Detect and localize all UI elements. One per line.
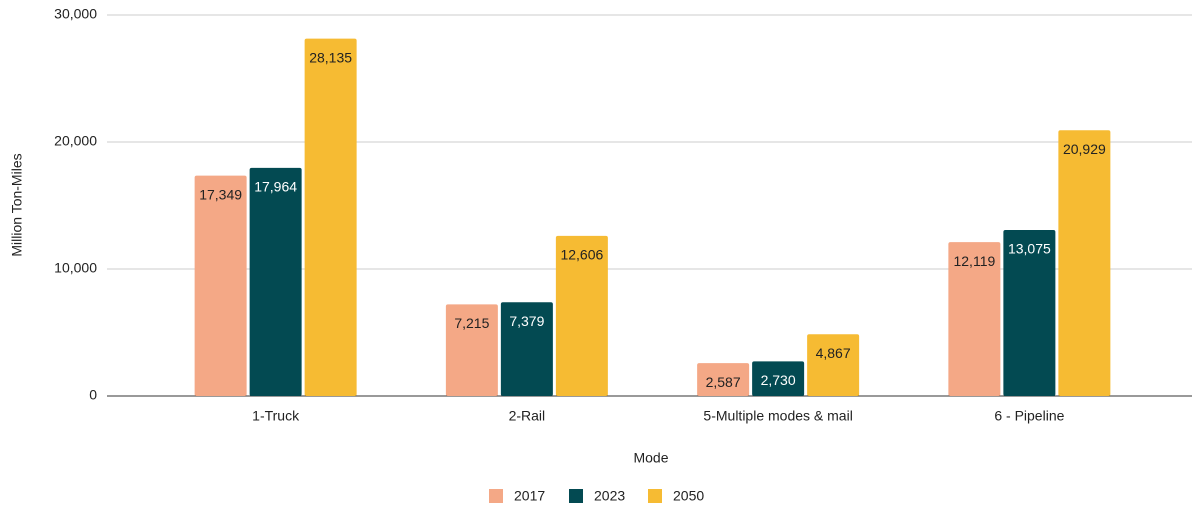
- x-axis-title: Mode: [633, 450, 668, 466]
- value-label: 12,606: [560, 247, 603, 263]
- value-label: 4,867: [816, 345, 851, 361]
- bar: [194, 175, 247, 396]
- legend-swatch: [648, 489, 662, 503]
- value-label: 28,135: [309, 49, 352, 65]
- x-tick-label: 6 - Pipeline: [994, 408, 1064, 424]
- value-label: 13,075: [1008, 241, 1051, 257]
- bar: [500, 302, 553, 396]
- value-label: 12,119: [953, 253, 995, 269]
- x-tick-label: 2-Rail: [509, 408, 546, 424]
- value-label: 7,215: [454, 315, 489, 331]
- value-label: 2,587: [706, 374, 741, 390]
- legend-swatch: [489, 489, 503, 503]
- bar: [948, 242, 1001, 396]
- value-label: 7,379: [509, 313, 544, 329]
- y-tick-label: 0: [89, 387, 97, 403]
- bar: [249, 167, 302, 396]
- legend-label: 2050: [673, 488, 704, 504]
- bar: [697, 363, 750, 396]
- legend-swatch: [569, 489, 583, 503]
- bar: [807, 334, 860, 396]
- value-label: 17,964: [254, 179, 297, 195]
- bar: [304, 38, 357, 397]
- bar: [752, 361, 805, 396]
- y-axis-title: Million Ton-Miles: [9, 153, 25, 256]
- x-tick-label: 1-Truck: [252, 408, 300, 424]
- y-tick-label: 30,000: [54, 6, 97, 22]
- y-tick-label: 10,000: [54, 260, 97, 276]
- value-label: 2,730: [761, 372, 796, 388]
- x-tick-label: 5-Multiple modes & mail: [703, 408, 852, 424]
- value-label: 20,929: [1063, 141, 1106, 157]
- bar: [1003, 229, 1056, 396]
- value-label: 17,349: [199, 186, 242, 202]
- legend-label: 2023: [594, 488, 625, 504]
- bar: [1058, 130, 1111, 396]
- y-tick-label: 20,000: [54, 133, 97, 149]
- bar: [445, 304, 498, 396]
- legend-label: 2017: [514, 488, 545, 504]
- bar: [555, 235, 608, 396]
